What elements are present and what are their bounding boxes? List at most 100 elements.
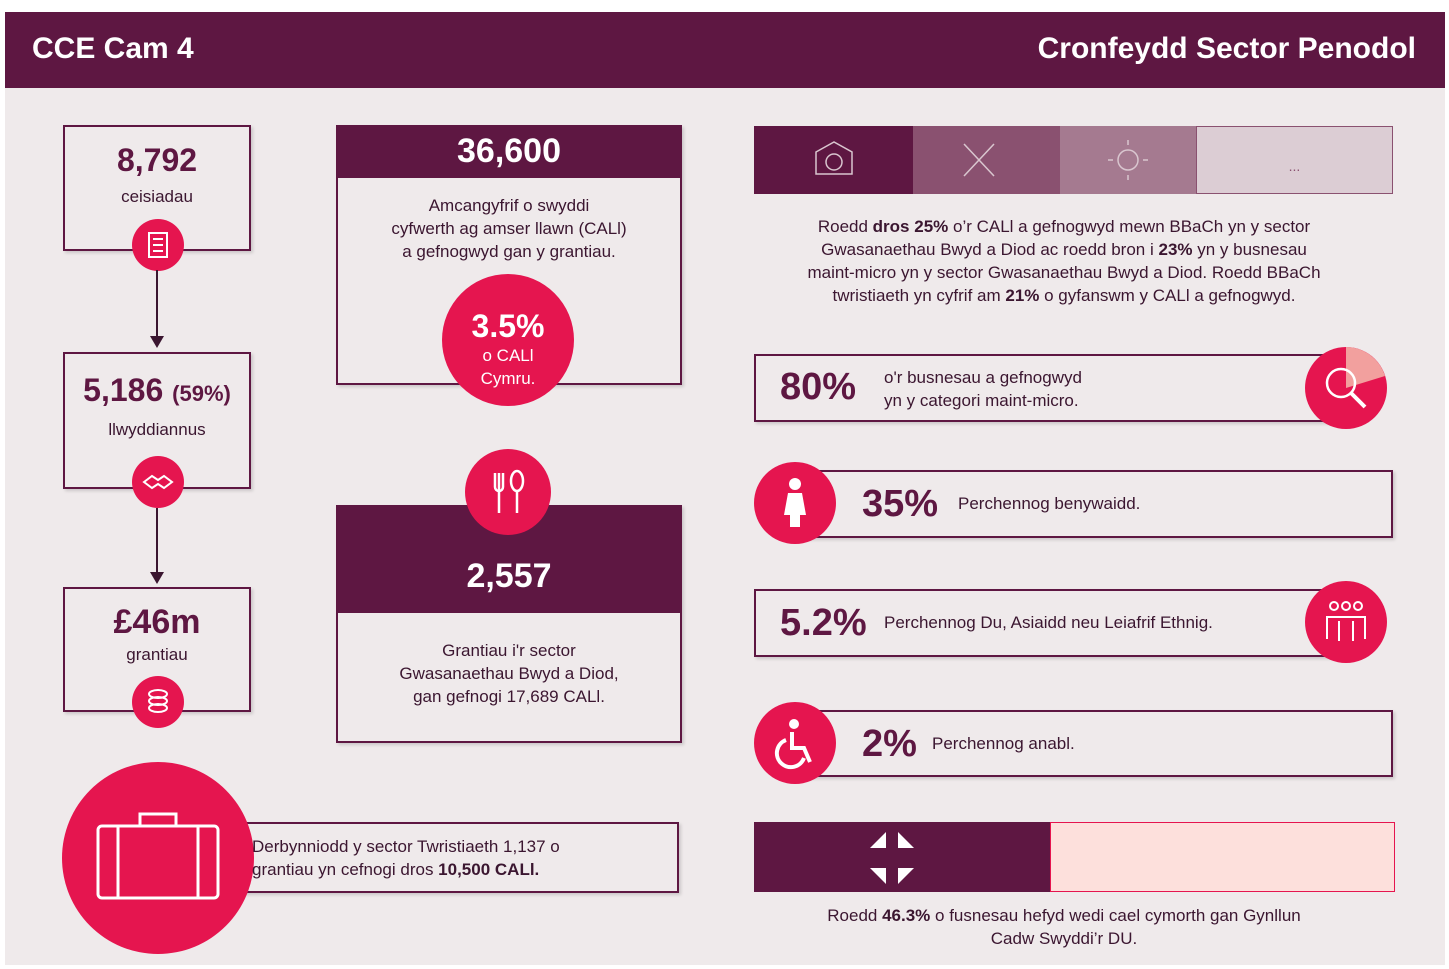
text-run: o fusnesau hefyd wedi cael cymorth gan G… — [930, 906, 1301, 925]
icon — [493, 469, 525, 513]
share-text: o CALl — [482, 346, 534, 365]
text-bold: 46.3% — [882, 906, 931, 925]
text-bold: 23% — [1158, 240, 1193, 259]
text-run: Grantiau i'r sector — [442, 641, 576, 660]
arrow — [150, 508, 164, 584]
text-line: twristiaeth yn cyfrif am 21% o gyfanswm … — [744, 284, 1384, 307]
text-line: Amcangyfrif o swyddi — [336, 194, 682, 217]
stat-value: 5.2% — [780, 602, 867, 644]
jrs-segment — [1050, 822, 1395, 892]
icon — [142, 474, 174, 490]
icon — [774, 719, 812, 770]
funnel-number: 5,186 — [83, 372, 164, 408]
text-line: a gefnogwyd gan y grantiau. — [336, 240, 682, 263]
text-line: Gwasanaethau Bwyd a Diod ac roedd bron i… — [744, 238, 1384, 261]
text-line: cyfwerth ag amser llawn (CALl) — [336, 217, 682, 240]
text-run: Derbynniodd y sector Twristiaeth 1,137 o — [252, 837, 560, 856]
text-line: Roedd 46.3% o fusnesau hefyd wedi cael c… — [744, 904, 1384, 927]
text-line: Cadw Swyddi’r DU. — [744, 927, 1384, 950]
funnel-label: grantiau — [126, 645, 188, 664]
jobs-band — [336, 125, 682, 178]
stat-text: o'r busnesau a gefnogwyd yn y categori ma… — [884, 366, 1082, 412]
share-text: Cymru. — [480, 369, 536, 388]
text-run: Gwasanaethau Bwyd a Diod ac roedd bron i — [821, 240, 1159, 259]
text-line: yn y categori maint-micro. — [884, 389, 1082, 412]
text-line: gan gefnogi 17,689 CALl. — [336, 685, 682, 708]
icon — [148, 689, 168, 713]
stat-value: 80% — [780, 366, 857, 408]
icon-circle — [132, 456, 184, 508]
funnel-label: llwyddiannus — [108, 420, 206, 439]
arrow — [150, 270, 164, 348]
header-left: CCE Cam 4 — [32, 32, 194, 65]
stat-text: Perchennog benywaidd. — [958, 492, 1140, 515]
stat-text: Perchennog Du, Asiaidd neu Leiafrif Ethn… — [884, 611, 1213, 634]
icon — [1325, 347, 1385, 409]
text-run: gan gefnogi 17,689 CALl. — [413, 687, 605, 706]
icon-circle — [1305, 347, 1387, 429]
text-run: Roedd — [817, 217, 873, 236]
jrs-text: Roedd 46.3% o fusnesau hefyd wedi cael c… — [744, 904, 1384, 950]
icon-circle — [62, 762, 254, 954]
header-bar — [5, 12, 1445, 88]
tourism-text: Derbynniodd y sector Twristiaeth 1,137 o… — [252, 835, 672, 881]
text-bold: dros 25% — [872, 217, 949, 236]
text-bold: 10,500 CALl. — [438, 860, 540, 879]
icon — [784, 478, 806, 527]
icon — [96, 812, 220, 900]
text-run: maint-micro yn y sector Gwasanaethau Bwy… — [807, 263, 1321, 282]
text-run: twristiaeth yn cyfrif am — [832, 286, 1006, 305]
text-line: maint-micro yn y sector Gwasanaethau Bwy… — [744, 261, 1384, 284]
food-text: Grantiau i'r sector Gwasanaethau Bwyd a D… — [336, 639, 682, 708]
header-right: Cronfeydd Sector Penodol — [1037, 32, 1416, 65]
funnel-value: 8,792 — [116, 142, 198, 178]
text-run: yn y busnesau — [1192, 240, 1307, 259]
text-line: o'r busnesau a gefnogwyd — [884, 366, 1082, 389]
text-run: Perchennog Du, Asiaidd neu Leiafrif Ethn… — [884, 613, 1213, 632]
text-run: Perchennog anabl. — [932, 734, 1075, 753]
text-run: Perchennog benywaidd. — [958, 494, 1141, 513]
icon-circle — [132, 219, 184, 271]
icon — [148, 232, 168, 258]
uk-icon — [870, 832, 914, 884]
sector-segment — [754, 126, 913, 194]
stat-value: 35% — [862, 483, 939, 525]
icon-circle — [754, 462, 836, 544]
text-run: o gyfanswm y CALl a gefnogwyd. — [1039, 286, 1296, 305]
food-value: 2,557 — [466, 557, 552, 595]
text-line: Grantiau i'r sector — [336, 639, 682, 662]
icon-circle — [465, 449, 551, 535]
icon-circle — [1305, 581, 1387, 663]
jrs-segment — [754, 822, 1050, 892]
text-run: yn y categori maint-micro. — [884, 391, 1079, 410]
share-value: 3.5% — [471, 308, 545, 344]
sector-segment — [1196, 126, 1393, 194]
sector-segment — [913, 126, 1060, 194]
text-run: Cadw Swyddi’r DU. — [990, 929, 1138, 948]
funnel-value: £46m — [113, 603, 201, 641]
text-run: Amcangyfrif o swyddi — [428, 196, 590, 215]
icon-circle — [754, 702, 836, 784]
text-run: o’r CALl a gefnogwyd mewn BBaCh yn y sec… — [948, 217, 1311, 236]
text-run: grantiau yn cefnogi dros — [252, 860, 439, 879]
sectors-text: Roedd dros 25% o’r CALl a gefnogwyd mewn… — [744, 215, 1384, 307]
sector-more: ... — [1288, 158, 1301, 174]
jobs-value: 36,600 — [457, 132, 561, 170]
text-line: Roedd dros 25% o’r CALl a gefnogwyd mewn… — [744, 215, 1384, 238]
text-run: Roedd — [827, 906, 883, 925]
icon-circle — [132, 676, 184, 728]
text-line: Perchennog Du, Asiaidd neu Leiafrif Ethn… — [884, 611, 1213, 634]
funnel-label: ceisiadau — [121, 187, 193, 206]
text-run: Gwasanaethau Bwyd a Diod, — [399, 664, 619, 683]
text-bold: 21% — [1005, 286, 1040, 305]
text-line: Gwasanaethau Bwyd a Diod, — [336, 662, 682, 685]
funnel-percent: (59%) — [172, 381, 231, 406]
text-line: grantiau yn cefnogi dros 10,500 CALl. — [252, 858, 672, 881]
jobs-text: Amcangyfrif o swyddi cyfwerth ag amser ll… — [336, 194, 682, 263]
sector-icons — [815, 140, 1148, 180]
text-line: Perchennog anabl. — [932, 732, 1075, 755]
text-run: cyfwerth ag amser llawn (CALl) — [391, 219, 627, 238]
text-line: Perchennog benywaidd. — [958, 492, 1140, 515]
stat-value: 2% — [862, 723, 917, 765]
